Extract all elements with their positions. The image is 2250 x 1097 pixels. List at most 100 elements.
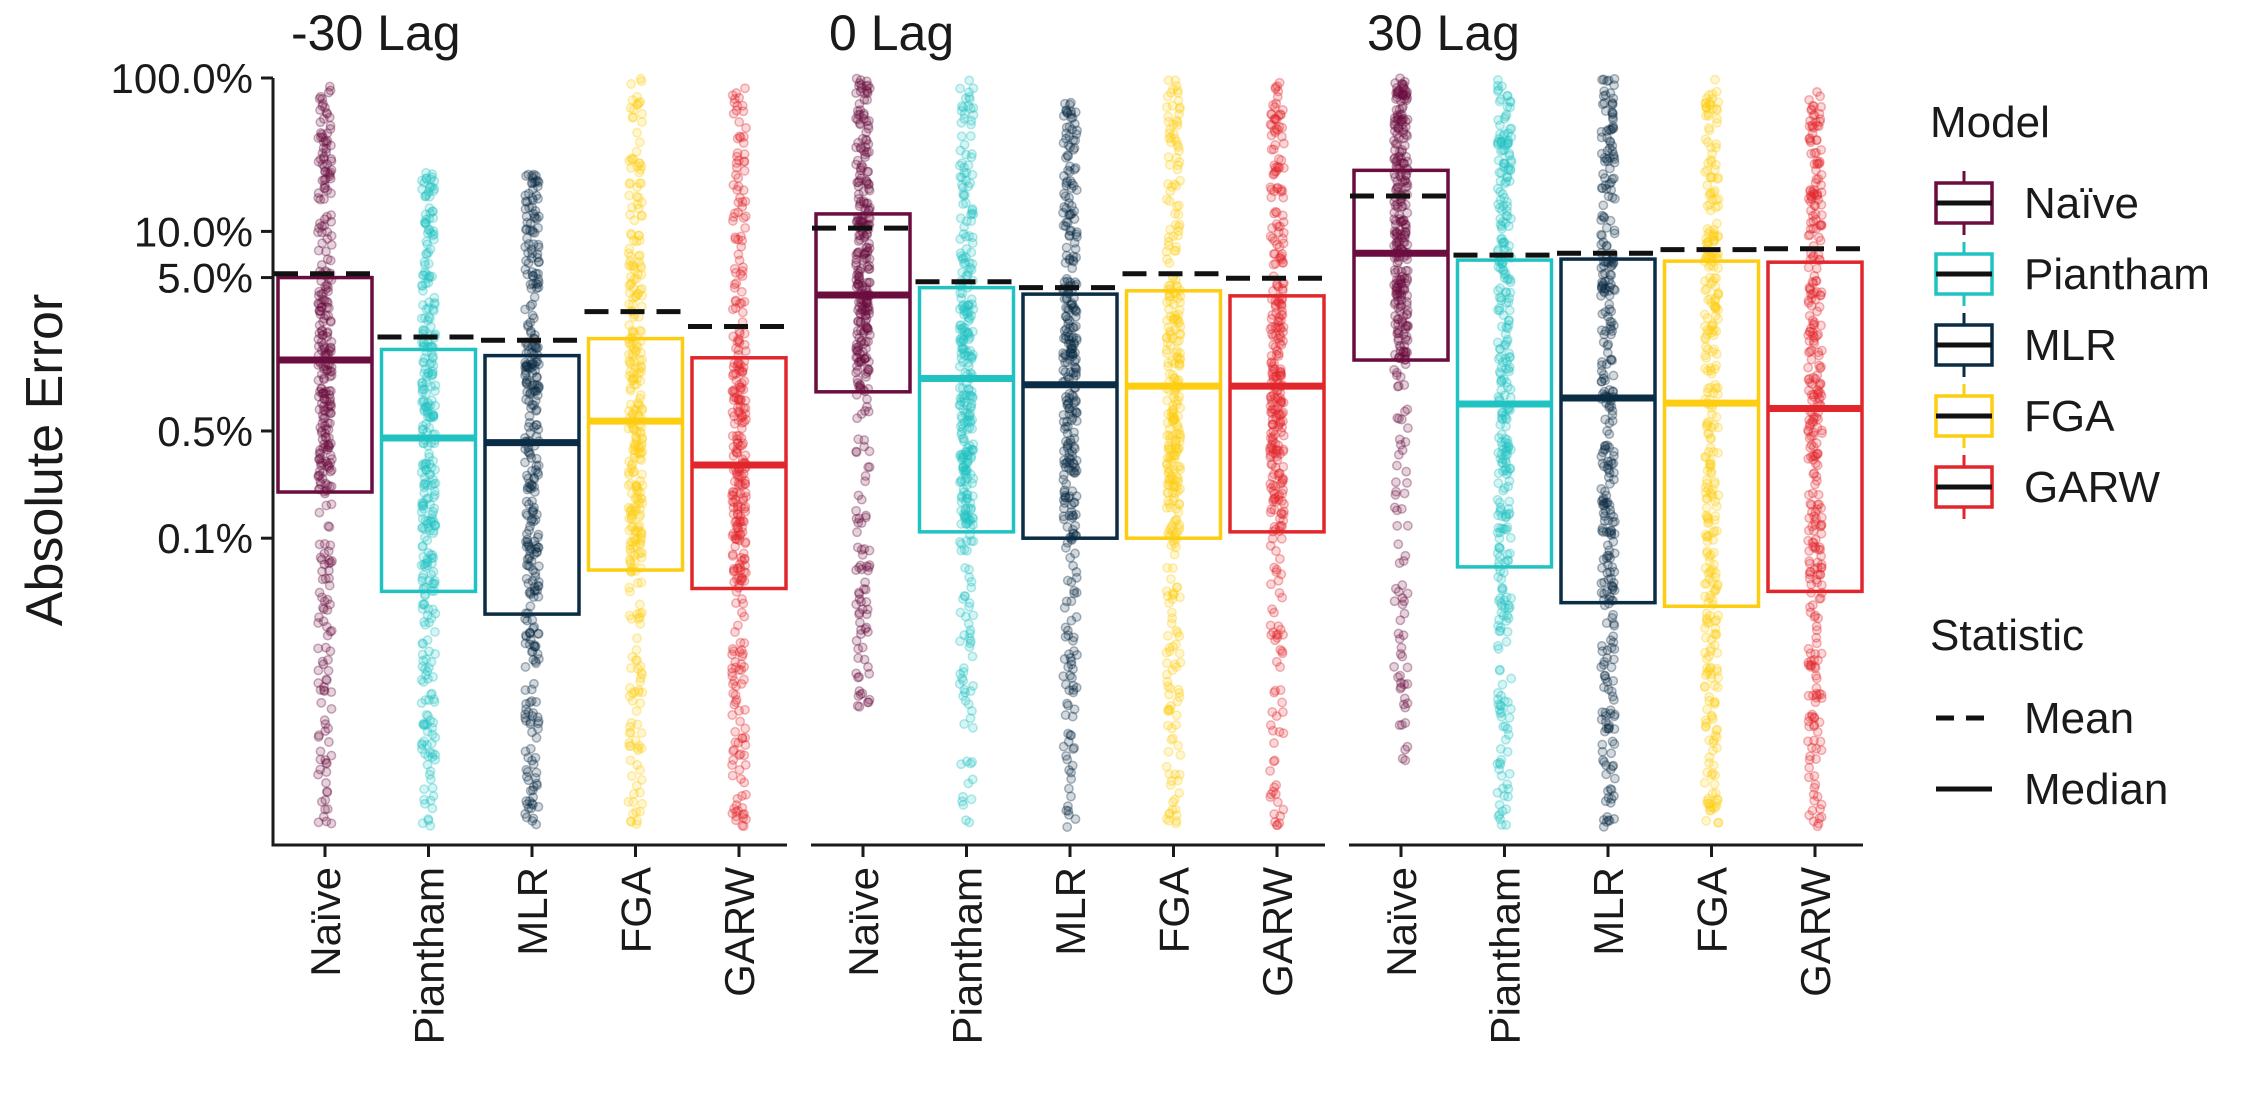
data-point <box>1598 814 1609 825</box>
data-point <box>430 380 441 391</box>
data-point <box>315 754 326 765</box>
data-point <box>1175 750 1186 760</box>
data-point <box>428 578 439 589</box>
data-point <box>430 754 441 765</box>
data-point <box>1711 302 1722 313</box>
data-point <box>625 683 635 693</box>
data-point <box>1608 637 1619 648</box>
data-point <box>320 166 331 177</box>
data-point <box>313 391 324 402</box>
data-point <box>322 297 333 308</box>
series-mlr: MLR <box>1019 97 1121 956</box>
data-point <box>1701 548 1712 559</box>
data-point <box>1395 615 1406 626</box>
data-point <box>1713 263 1724 273</box>
data-point <box>1268 756 1279 767</box>
data-point <box>320 167 331 177</box>
data-point <box>852 114 863 125</box>
data-point <box>426 357 437 368</box>
data-point <box>1173 200 1184 211</box>
data-point <box>416 744 427 755</box>
data-point <box>531 343 542 354</box>
data-point <box>859 435 870 446</box>
data-point <box>326 230 337 241</box>
data-point <box>1397 101 1408 112</box>
data-point <box>317 566 328 577</box>
data-point <box>428 206 438 217</box>
data-point <box>1265 392 1276 402</box>
data-point <box>958 663 969 674</box>
data-point <box>313 769 324 780</box>
data-point <box>423 751 434 762</box>
data-point <box>960 562 971 573</box>
data-point <box>1068 560 1079 571</box>
data-point <box>418 338 429 348</box>
data-point <box>1505 463 1516 474</box>
data-point <box>319 295 330 306</box>
data-point <box>427 604 438 615</box>
data-point <box>1398 236 1409 247</box>
data-point <box>426 613 437 624</box>
data-point <box>321 211 332 222</box>
data-point <box>319 596 330 607</box>
data-point <box>1705 662 1716 673</box>
data-point <box>1391 460 1402 471</box>
data-point <box>637 108 648 119</box>
data-point <box>324 555 335 566</box>
data-point <box>426 395 437 406</box>
data-point <box>322 417 333 428</box>
data-point <box>1713 817 1724 828</box>
data-point <box>425 181 436 192</box>
data-point <box>1597 499 1608 510</box>
data-point <box>324 573 334 584</box>
data-point <box>1603 472 1614 483</box>
data-point <box>1397 593 1408 603</box>
data-point <box>429 576 440 586</box>
data-point <box>427 578 438 589</box>
data-point <box>428 566 439 577</box>
data-point <box>428 410 439 421</box>
data-point <box>314 507 325 518</box>
data-point <box>959 139 970 150</box>
data-point <box>428 360 439 371</box>
data-point <box>958 335 969 346</box>
data-point <box>1494 665 1505 676</box>
data-point <box>314 286 325 297</box>
data-point <box>525 301 536 312</box>
data-point <box>1173 507 1184 518</box>
data-point <box>1396 642 1407 653</box>
data-point <box>1607 691 1618 702</box>
data-point <box>1498 485 1509 496</box>
data-point <box>1268 627 1279 638</box>
data-point <box>313 156 324 167</box>
data-point <box>1711 628 1722 639</box>
data-point <box>1174 769 1185 780</box>
data-point <box>529 641 540 652</box>
data-point <box>317 175 328 186</box>
data-point <box>1400 744 1411 755</box>
data-point <box>317 93 328 104</box>
data-point <box>861 242 872 253</box>
data-point <box>324 112 335 123</box>
data-point <box>520 713 531 723</box>
data-point <box>1711 501 1722 512</box>
data-point <box>1165 464 1176 475</box>
data-point <box>314 328 325 339</box>
data-point <box>732 793 743 804</box>
data-point <box>632 760 643 770</box>
data-point <box>326 465 337 476</box>
data-point <box>314 730 324 741</box>
data-point <box>417 397 427 407</box>
data-point <box>325 466 336 477</box>
data-point <box>957 791 968 802</box>
data-point <box>968 349 978 360</box>
data-point <box>427 369 438 380</box>
data-point <box>425 469 436 480</box>
data-point <box>428 234 439 245</box>
data-point <box>1495 352 1506 363</box>
data-point <box>1400 350 1411 361</box>
data-point <box>1161 348 1172 359</box>
data-point <box>1266 109 1277 120</box>
data-point <box>1494 96 1505 107</box>
